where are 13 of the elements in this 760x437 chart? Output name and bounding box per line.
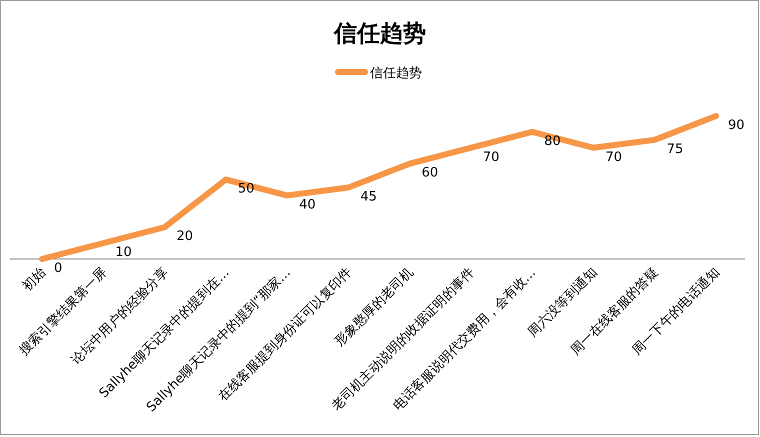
data-label: 45 [360, 190, 377, 204]
data-label: 60 [422, 166, 438, 181]
data-label: 70 [482, 150, 500, 165]
data-label: 10 [115, 245, 132, 260]
data-label: 40 [299, 197, 316, 212]
legend-label: 信任趋势 [370, 66, 422, 81]
data-label: 20 [176, 229, 194, 244]
x-tick-label: 初始 [20, 265, 49, 294]
data-label: 0 [54, 261, 62, 276]
chart-title: 信任趋势 [333, 21, 426, 47]
data-label: 75 [666, 142, 684, 157]
data-label: 90 [728, 118, 745, 133]
data-label: 70 [605, 150, 622, 165]
